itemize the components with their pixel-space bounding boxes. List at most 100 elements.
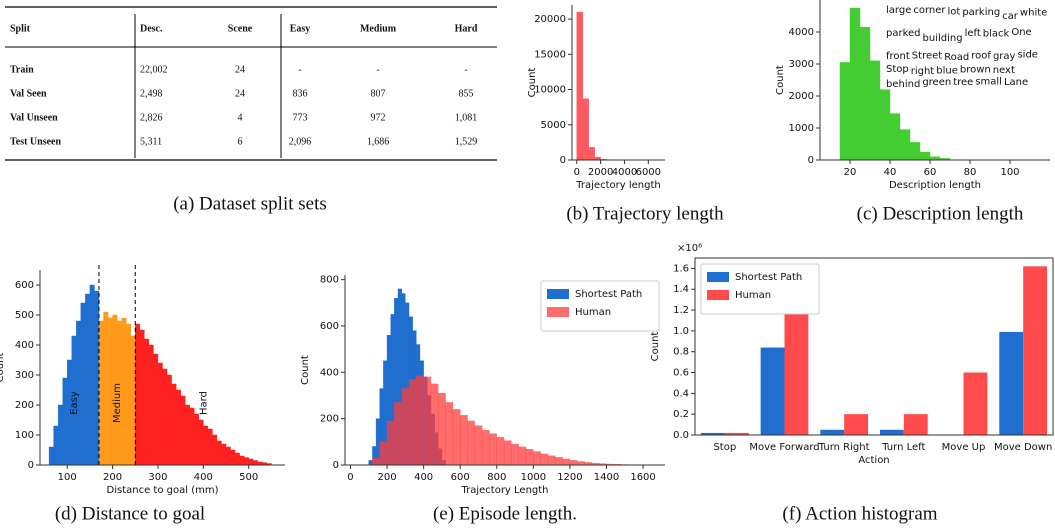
table-header: Hard bbox=[455, 23, 478, 34]
histogram-bar bbox=[467, 420, 476, 466]
x-tick-label: Turn Left bbox=[881, 442, 925, 453]
legend-label: Shortest Path bbox=[735, 272, 802, 283]
y-tick-label: 3000 bbox=[789, 59, 814, 70]
y-tick-label: 10000 bbox=[534, 85, 566, 96]
y-tick-label: 0.6 bbox=[673, 368, 689, 379]
bar bbox=[903, 414, 928, 435]
table-cell: 972 bbox=[371, 112, 386, 123]
x-tick-label: 6000 bbox=[636, 167, 661, 178]
x-axis-label: Action bbox=[858, 455, 889, 466]
bar bbox=[999, 331, 1024, 435]
histogram-bar bbox=[225, 446, 231, 466]
word: Stop bbox=[886, 64, 909, 75]
table-cell: 24 bbox=[235, 88, 245, 99]
histogram-bar bbox=[135, 323, 141, 466]
table-cell: 24 bbox=[235, 64, 245, 75]
table-cell: 2,498 bbox=[140, 88, 163, 99]
y-tick-label: 0 bbox=[28, 460, 34, 471]
word: front bbox=[886, 51, 910, 62]
x-axis-label: Trajectory Length bbox=[460, 485, 548, 496]
histogram-bar bbox=[166, 374, 172, 466]
histogram-bar bbox=[372, 457, 380, 466]
y-tick-label: 1.2 bbox=[673, 305, 689, 316]
histogram-bar bbox=[588, 147, 595, 161]
histogram-bar bbox=[533, 451, 541, 466]
bar bbox=[700, 432, 725, 435]
table-header: Split bbox=[10, 23, 31, 34]
x-tick-label: 2000 bbox=[588, 167, 613, 178]
histogram-bar bbox=[869, 60, 881, 161]
histogram-bar bbox=[153, 353, 159, 466]
histogram-bar bbox=[48, 446, 54, 466]
histogram-bar bbox=[248, 458, 254, 466]
legend-swatch bbox=[707, 290, 729, 300]
table-cell: - bbox=[298, 64, 301, 75]
word-cloud: large corner lot parking car white parked build… bbox=[884, 0, 1052, 90]
y-tick-label: 0 bbox=[333, 460, 339, 471]
table-rules bbox=[5, 6, 497, 161]
histogram-bar bbox=[162, 368, 168, 466]
histogram-bar bbox=[57, 404, 63, 466]
histogram-bar bbox=[577, 461, 585, 466]
bar bbox=[784, 301, 809, 435]
histogram-bar bbox=[460, 414, 468, 466]
histogram-bar bbox=[189, 407, 195, 466]
bar bbox=[879, 429, 904, 435]
word: parked bbox=[886, 28, 921, 39]
x-tick-label: Stop bbox=[713, 442, 736, 453]
x-tick-label: Move Down bbox=[994, 442, 1052, 453]
histogram-bar bbox=[503, 440, 512, 466]
histogram-bar bbox=[157, 362, 163, 466]
x-tick-label: 40 bbox=[884, 167, 897, 178]
x-tick-label: 100 bbox=[58, 472, 77, 483]
table-cell: - bbox=[464, 64, 467, 75]
word: small bbox=[975, 77, 1002, 88]
table-cell: 5,311 bbox=[140, 136, 162, 147]
y-tick-label: 2000 bbox=[789, 91, 814, 102]
x-axis-label: Description length bbox=[889, 180, 981, 191]
histogram-bar bbox=[85, 293, 91, 466]
word: side bbox=[1017, 50, 1038, 61]
histogram-bar bbox=[139, 329, 145, 466]
y-tick-label: 600 bbox=[320, 321, 339, 332]
table-header: Easy bbox=[290, 23, 311, 34]
x-tick-label: 4000 bbox=[612, 167, 637, 178]
segment-label: Easy bbox=[69, 391, 80, 415]
histogram-bar bbox=[576, 11, 583, 161]
word: Lane bbox=[1004, 77, 1028, 88]
legend-label: Human bbox=[575, 307, 611, 318]
legend-swatch bbox=[547, 307, 569, 317]
table-cell: 1,081 bbox=[455, 112, 478, 123]
word: right bbox=[911, 66, 935, 77]
bar bbox=[963, 372, 988, 435]
row-header: Test Unseen bbox=[10, 136, 61, 147]
word: green bbox=[922, 77, 951, 88]
bar bbox=[820, 429, 845, 435]
histogram-bar bbox=[423, 376, 432, 466]
x-tick-label: 1200 bbox=[557, 472, 582, 483]
caption: (e) Episode length. bbox=[433, 503, 577, 524]
y-tick-label: 400 bbox=[320, 367, 339, 378]
y-tick-label: 1.4 bbox=[673, 284, 689, 295]
histogram-bar bbox=[919, 151, 931, 161]
y-tick-label: 1000 bbox=[789, 123, 814, 134]
word: gray bbox=[993, 51, 1016, 62]
histogram-bar bbox=[194, 413, 199, 466]
row-header: Val Seen bbox=[10, 88, 47, 99]
histogram-bar bbox=[239, 455, 245, 466]
x-tick-label: Move Up bbox=[942, 442, 986, 453]
histogram-bar bbox=[234, 452, 240, 466]
caption: (f) Action histogram bbox=[782, 503, 937, 524]
histogram-bar bbox=[103, 311, 109, 466]
table-cell: 1,686 bbox=[367, 136, 390, 147]
x-tick-label: 0 bbox=[574, 167, 580, 178]
histogram-bar bbox=[221, 443, 227, 466]
table-cell: 4 bbox=[238, 112, 243, 123]
histogram-bar bbox=[452, 409, 461, 466]
word: One bbox=[1011, 27, 1031, 38]
word: corner bbox=[913, 5, 946, 16]
histogram-bar bbox=[144, 338, 150, 466]
histogram-bar bbox=[89, 284, 95, 466]
histogram-bar bbox=[203, 425, 209, 466]
